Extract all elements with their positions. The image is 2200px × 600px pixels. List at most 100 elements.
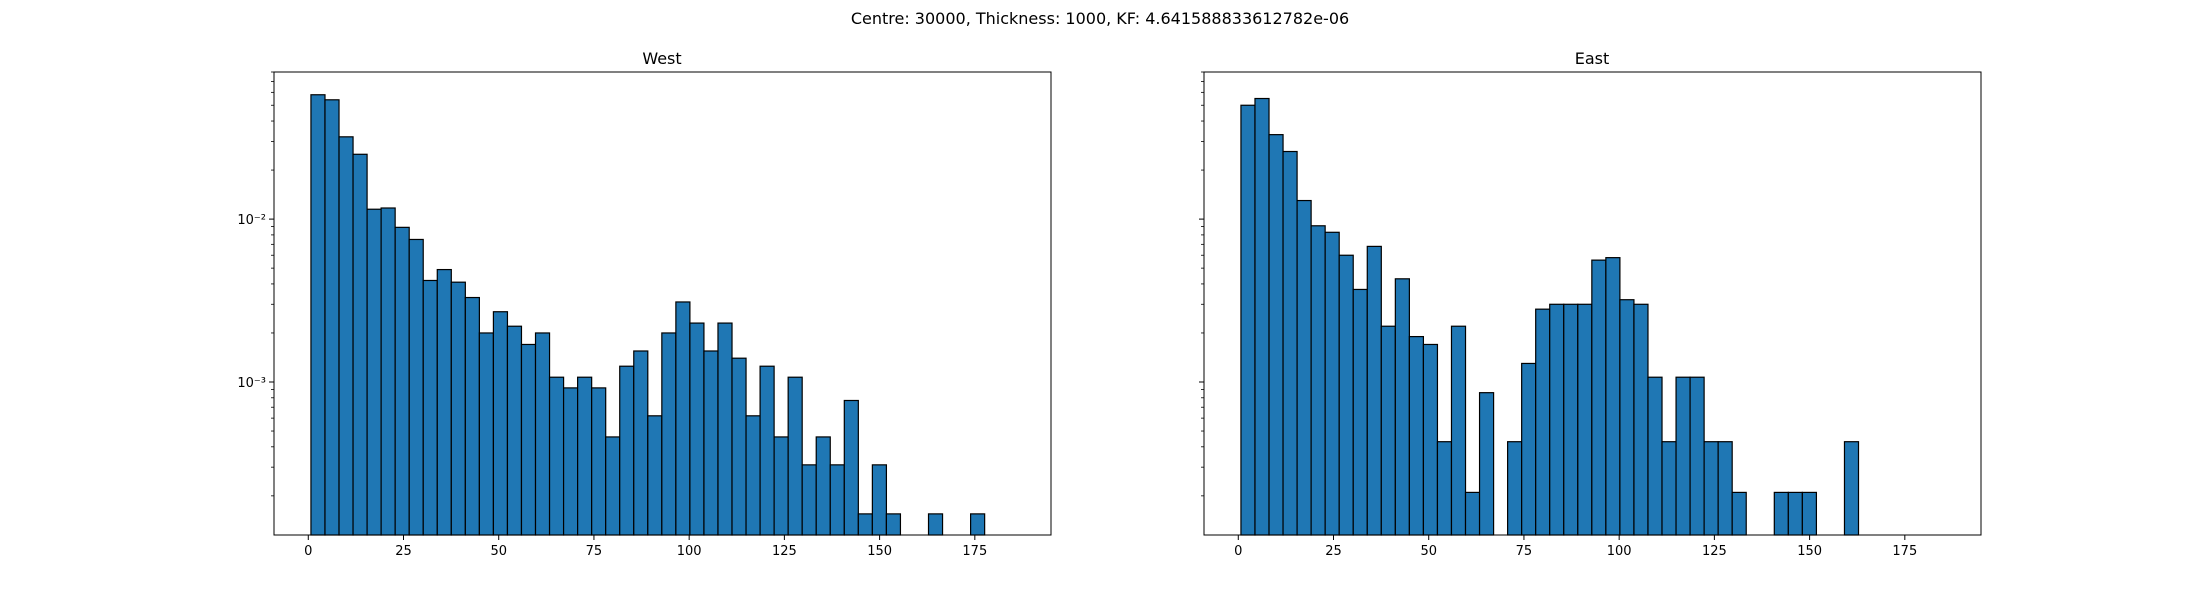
east-x-tick-label: 150 [1797, 544, 1822, 559]
east-bar [1324, 231, 1340, 536]
east-bar [1436, 441, 1453, 536]
east-bar [1619, 299, 1635, 536]
east-bar [1282, 150, 1298, 536]
west-bar [548, 376, 565, 536]
east-x-tick-label: 25 [1325, 544, 1342, 559]
west-bar [927, 513, 944, 536]
east-bar [1633, 303, 1649, 536]
west-plot-frame [273, 71, 1052, 536]
east-bar [1535, 308, 1551, 536]
east-bar [1310, 225, 1326, 536]
west-y-tick-label: 10⁻² [237, 213, 266, 228]
east-bar [1731, 491, 1747, 536]
west-bar [829, 464, 845, 536]
east-bar [1254, 97, 1270, 536]
west-bar [689, 322, 705, 536]
west-bar [675, 301, 691, 536]
west-bar [352, 153, 368, 536]
east-x-axis: 0 25 50 75 100 125 150 175 [1234, 535, 1917, 559]
east-bar [1787, 491, 1803, 536]
west-bar [436, 268, 452, 536]
east-bar [1605, 257, 1621, 536]
east-bar [1801, 491, 1818, 536]
west-panel: West 0 25 50 75 100 125 150 175 10⁻³ 10⁻² [237, 49, 1052, 559]
west-bar [310, 94, 326, 536]
west-bar [422, 279, 438, 536]
east-bar [1296, 199, 1312, 536]
west-y-tick-label: 10⁻³ [237, 376, 266, 391]
west-panel-title: West [642, 49, 681, 68]
west-bar [787, 376, 803, 536]
west-bar [633, 350, 649, 536]
west-bar [591, 387, 607, 536]
east-panel: East 0 25 50 75 100 125 150 175 [1199, 49, 1982, 559]
west-bar [801, 464, 817, 536]
east-plot-frame [1203, 71, 1982, 536]
east-x-tick-label: 50 [1420, 544, 1437, 559]
west-bar [773, 436, 789, 536]
east-bar [1422, 343, 1439, 536]
east-bar [1689, 376, 1705, 536]
east-x-tick-label: 100 [1607, 544, 1632, 559]
west-bar [647, 415, 663, 536]
east-bar [1717, 441, 1733, 536]
east-bar [1464, 491, 1481, 536]
east-bar [1394, 278, 1410, 536]
west-x-tick-label: 100 [677, 544, 702, 559]
east-bar [1773, 491, 1789, 536]
figure-suptitle: Centre: 30000, Thickness: 1000, KF: 4.64… [851, 9, 1349, 28]
west-bar [885, 513, 902, 536]
west-x-tick-label: 75 [586, 544, 603, 559]
west-bar [464, 296, 480, 536]
west-bar [408, 238, 424, 536]
east-bar [1338, 254, 1354, 536]
west-bar [843, 399, 859, 536]
west-bar [450, 281, 466, 536]
west-bar [380, 207, 396, 536]
west-bar [745, 415, 761, 536]
east-bar [1352, 288, 1368, 536]
west-bar [366, 208, 382, 536]
west-x-axis: 0 25 50 75 100 125 150 175 [304, 535, 987, 559]
west-bar [394, 226, 410, 536]
east-x-tick-label: 75 [1516, 544, 1533, 559]
east-bar [1563, 303, 1579, 536]
west-bar [605, 436, 621, 536]
west-bar [661, 332, 677, 536]
east-bar [1703, 441, 1719, 536]
east-bar [1661, 441, 1677, 536]
west-y-axis: 10⁻³ 10⁻² [237, 71, 274, 497]
east-panel-title: East [1575, 49, 1610, 68]
east-bar [1577, 303, 1593, 536]
east-bar [1591, 259, 1607, 536]
east-bar [1366, 245, 1382, 536]
west-bar [815, 436, 831, 536]
west-bar [717, 322, 733, 536]
west-x-tick-label: 0 [304, 544, 312, 559]
east-bar [1647, 376, 1663, 536]
west-x-tick-label: 175 [962, 544, 987, 559]
west-x-tick-label: 125 [772, 544, 797, 559]
west-bar [338, 136, 354, 536]
east-bar [1450, 325, 1467, 536]
west-bar [731, 357, 747, 536]
west-bar [703, 350, 719, 536]
west-bars [310, 94, 986, 536]
west-bar [506, 325, 523, 536]
west-bar [520, 343, 537, 536]
east-x-tick-label: 125 [1702, 544, 1727, 559]
east-x-tick-label: 175 [1892, 544, 1917, 559]
west-bar [562, 387, 579, 536]
west-bar [478, 332, 495, 536]
east-bar [1507, 441, 1523, 536]
west-x-tick-label: 25 [395, 544, 412, 559]
east-bar [1380, 325, 1396, 536]
west-bar [324, 99, 340, 536]
west-bar [577, 376, 593, 536]
west-x-tick-label: 50 [490, 544, 507, 559]
west-bar [534, 332, 551, 536]
west-bar [871, 464, 888, 536]
east-y-axis [1199, 71, 1204, 497]
west-bar [759, 365, 775, 536]
